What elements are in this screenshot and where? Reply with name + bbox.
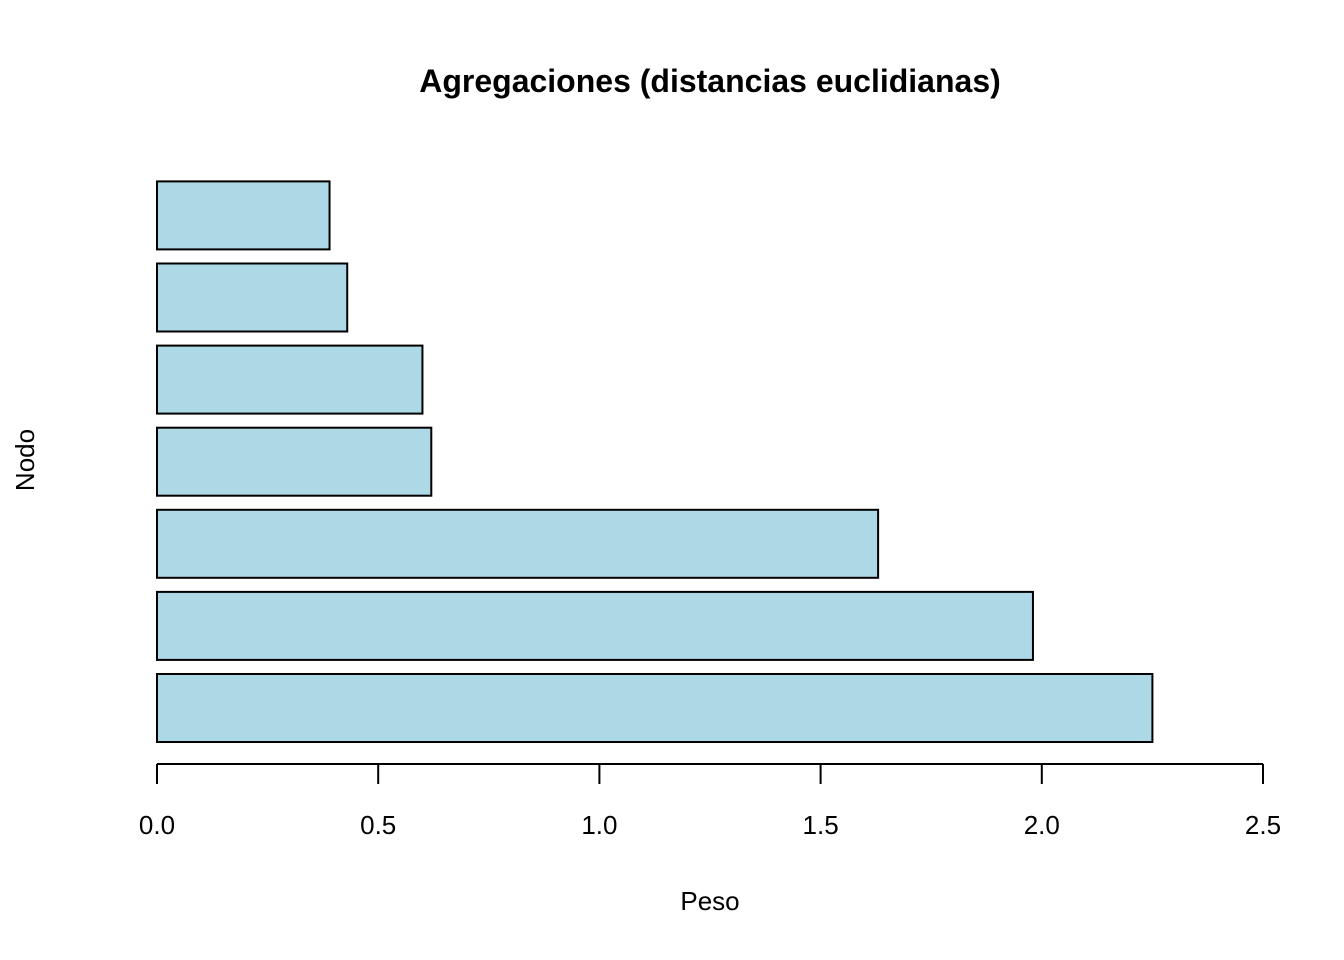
bar-7 — [156, 180, 331, 251]
x-tick-label: 0.5 — [360, 810, 396, 840]
x-tick-label: 2.0 — [1024, 810, 1060, 840]
x-tick-label: 1.5 — [803, 810, 839, 840]
bars-group — [156, 180, 1154, 743]
bar-6 — [156, 262, 349, 333]
x-axis-ticks: 0.0 0.5 1.0 1.5 2.0 2.5 — [139, 764, 1281, 840]
x-tick-label: 2.5 — [1245, 810, 1281, 840]
bar-3 — [156, 508, 880, 579]
bar-1 — [156, 673, 1154, 743]
chart-title: Agregaciones (distancias euclidianas) — [419, 63, 1001, 99]
x-tick-label: 0.0 — [139, 810, 175, 840]
bar-2 — [156, 590, 1034, 661]
x-tick-label: 1.0 — [581, 810, 617, 840]
bar-4 — [156, 426, 433, 497]
x-axis-label: Peso — [680, 886, 739, 916]
y-axis-label: Nodo — [10, 429, 40, 491]
bar-5 — [156, 344, 424, 415]
